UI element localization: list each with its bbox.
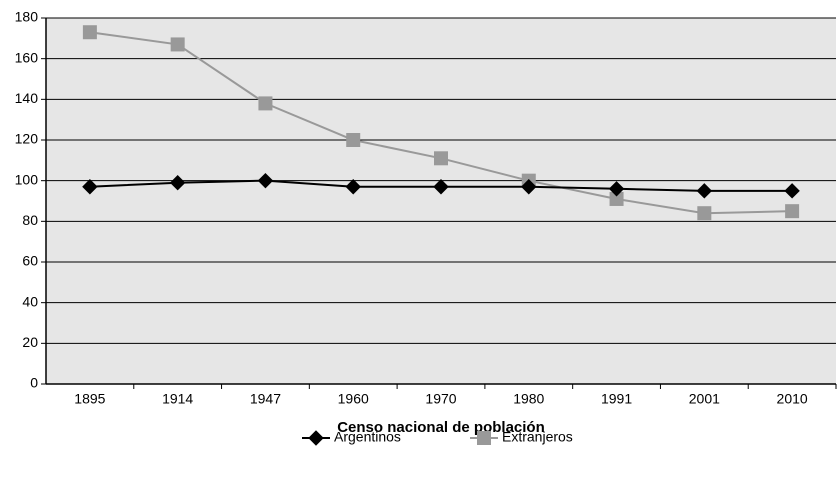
y-tick-label: 140 (15, 90, 39, 106)
data-point (258, 96, 273, 111)
data-point (346, 133, 361, 147)
y-tick-label: 40 (22, 293, 38, 309)
x-tick-label: 2010 (777, 391, 808, 407)
y-tick-label: 120 (15, 131, 39, 147)
x-tick-label: 1947 (250, 391, 281, 407)
data-point (257, 172, 274, 189)
y-tick-label: 80 (22, 212, 38, 228)
plot-area (46, 18, 836, 384)
x-tick-label: 1914 (162, 391, 193, 407)
data-point (434, 151, 448, 166)
x-tick-label: 1991 (601, 391, 632, 407)
data-point (697, 206, 712, 221)
x-tick-label: 2001 (689, 391, 720, 407)
data-point (433, 179, 449, 195)
x-tick-label: 1960 (338, 391, 369, 407)
y-tick-label: 180 (15, 9, 39, 25)
legend-marker (477, 431, 491, 445)
y-tick-label: 60 (22, 253, 38, 269)
data-point (345, 179, 361, 195)
y-tick-label: 160 (15, 49, 39, 65)
y-tick-label: 0 (30, 375, 38, 391)
data-point (82, 179, 98, 195)
data-point (784, 183, 800, 199)
data-point (785, 204, 800, 219)
x-axis-title: Censo nacional de población (337, 419, 545, 436)
data-point (170, 37, 185, 52)
legend-marker (308, 430, 324, 446)
y-tick-label: 20 (22, 334, 38, 350)
data-point (608, 181, 625, 197)
y-tick-label: 100 (15, 171, 39, 187)
data-point (521, 179, 537, 195)
data-point (82, 25, 97, 40)
x-tick-label: 1980 (513, 391, 544, 407)
x-tick-label: 1970 (425, 391, 456, 407)
data-point (169, 174, 186, 191)
x-tick-label: 1895 (74, 391, 105, 407)
legend-label: Argentinos (334, 429, 401, 445)
legend-label: Extranjeros (502, 429, 573, 445)
data-point (696, 183, 713, 199)
